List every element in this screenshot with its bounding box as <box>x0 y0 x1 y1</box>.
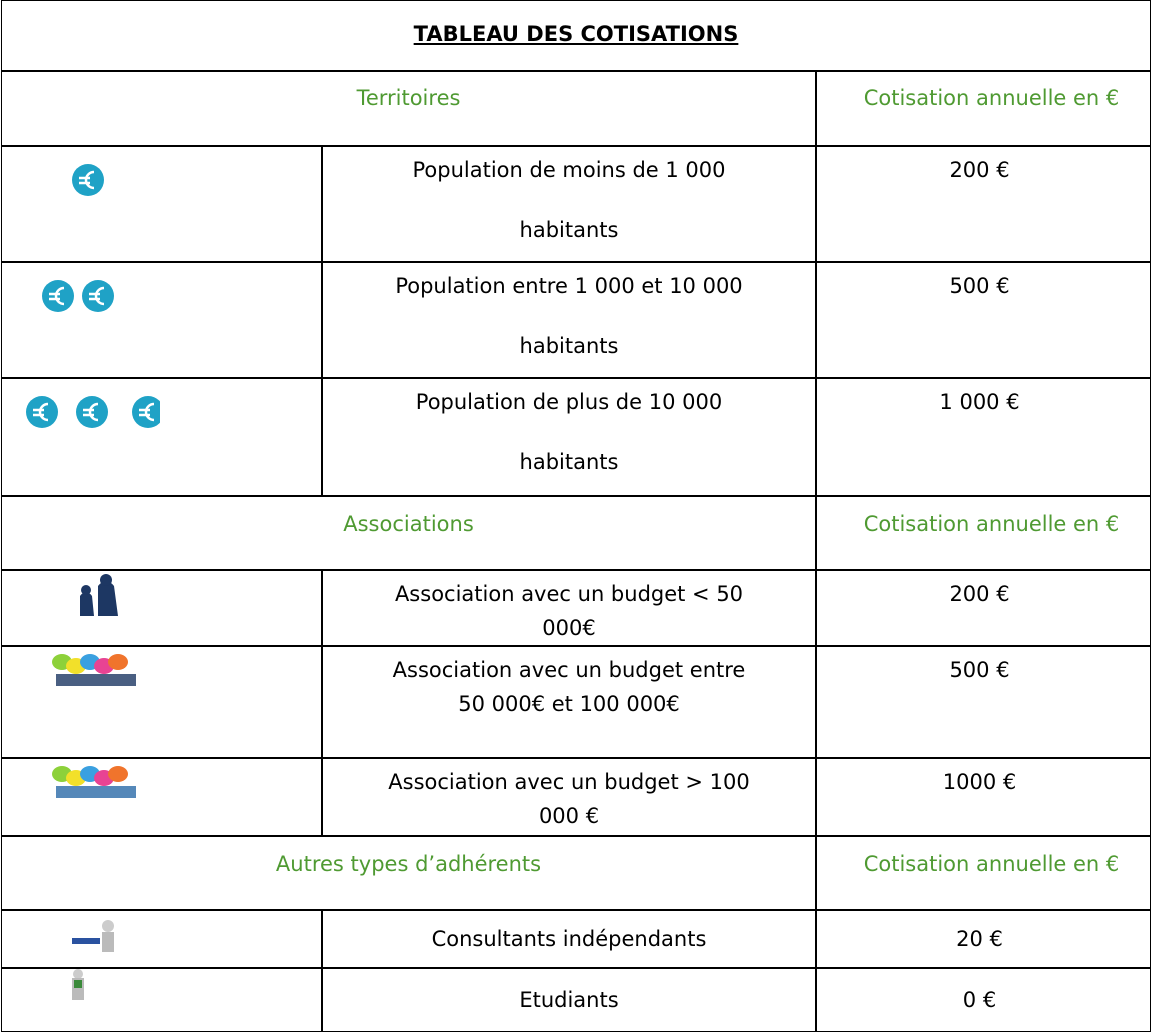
row-label: 000 € <box>538 804 600 828</box>
row-label: habitants <box>519 450 619 474</box>
column-header-cell <box>816 496 1151 570</box>
icon <box>72 164 104 196</box>
section-label: Territoires <box>356 86 461 110</box>
row-label: Population entre 1 000 et 10 000 <box>395 274 743 298</box>
column-header-cell <box>816 836 1151 910</box>
icon <box>52 654 136 686</box>
row-label: habitants <box>519 218 619 242</box>
amount: 500 € <box>949 274 1010 298</box>
icon <box>80 574 118 616</box>
column-label: Cotisation annuelle en € <box>863 512 1120 536</box>
label-cell <box>322 646 816 758</box>
column-label: Cotisation annuelle en € <box>863 852 1120 876</box>
amount: 1 000 € <box>939 390 1020 414</box>
icon <box>52 766 136 798</box>
section-label: Associations <box>343 512 474 536</box>
label-cell <box>322 378 816 496</box>
label-cell <box>322 758 816 836</box>
amount: 20 € <box>956 927 1003 951</box>
icon-cell <box>1 570 322 646</box>
amount: 0 € <box>962 988 997 1012</box>
section-label: Autres types d’adhérents <box>275 852 542 876</box>
amount: 1000 € <box>942 770 1017 794</box>
icon-cell <box>1 758 322 836</box>
column-header-cell <box>816 70 1151 146</box>
label-cell <box>322 910 816 968</box>
icon-cell <box>1 262 322 378</box>
icon-cell <box>1 910 322 968</box>
icon-cell <box>1 646 322 758</box>
section-header-cell <box>1 70 816 146</box>
amount-cell <box>816 910 1151 968</box>
row-label: Population de moins de 1 000 <box>412 158 726 182</box>
icon-cell <box>1 378 322 496</box>
icon <box>72 920 114 952</box>
amount: 200 € <box>949 582 1010 606</box>
section-header-cell <box>1 836 816 910</box>
row-label: Association avec un budget < 50 <box>394 582 744 606</box>
column-label: Cotisation annuelle en € <box>863 86 1120 110</box>
title-cell <box>1 0 1151 72</box>
amount-cell <box>816 146 1151 262</box>
amount-cell <box>816 646 1151 758</box>
row-label: Etudiants <box>519 988 619 1012</box>
icon-cell <box>1 146 322 262</box>
row-label: 000€ <box>542 616 596 640</box>
row-label: Consultants indépendants <box>431 927 707 951</box>
icon <box>42 280 114 312</box>
row-label: Association avec un budget > 100 <box>388 770 750 794</box>
amount-cell <box>816 262 1151 378</box>
table-title: TABLEAU DES COTISATIONS <box>413 22 739 46</box>
row-label: Population de plus de 10 000 <box>415 390 723 414</box>
icon <box>26 396 160 428</box>
row-label: habitants <box>519 334 619 358</box>
amount: 200 € <box>949 158 1010 182</box>
amount-cell <box>816 570 1151 646</box>
row-label: 50 000€ et 100 000€ <box>458 692 680 716</box>
label-cell <box>322 146 816 262</box>
amount-cell <box>816 378 1151 496</box>
label-cell <box>322 570 816 646</box>
section-header-cell <box>1 496 816 570</box>
icon <box>72 969 84 1000</box>
row-label: Association avec un budget entre <box>392 658 746 682</box>
amount: 500 € <box>949 658 1010 682</box>
label-cell <box>322 262 816 378</box>
amount-cell <box>816 758 1151 836</box>
